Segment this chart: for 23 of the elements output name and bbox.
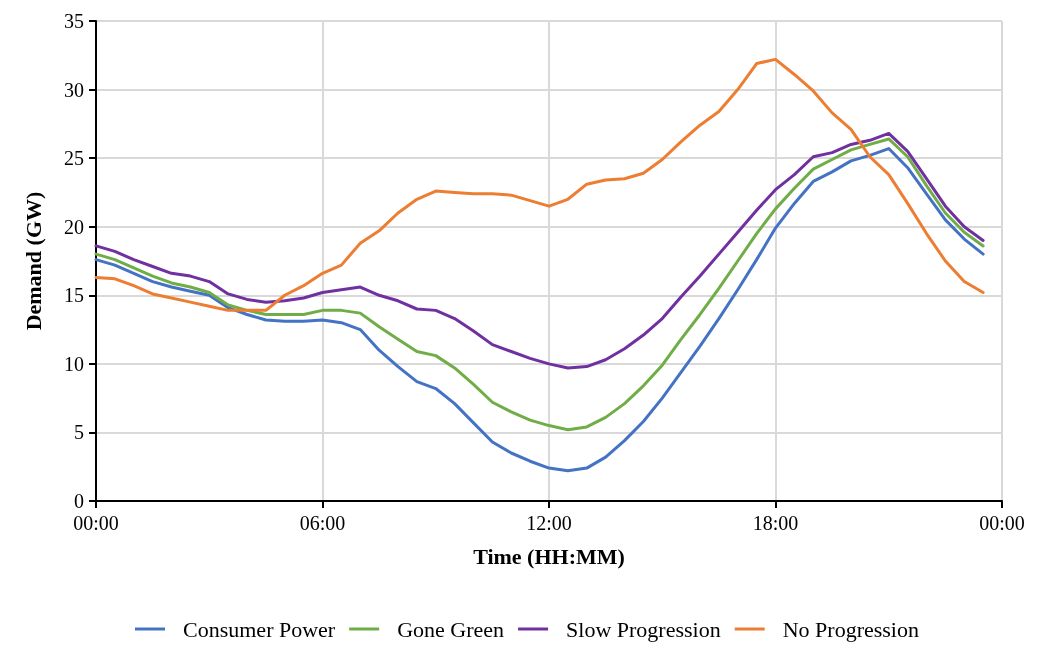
- legend-label: Slow Progression: [566, 616, 721, 642]
- x-tick-label: 12:00: [526, 512, 572, 534]
- legend-label: Consumer Power: [183, 616, 336, 642]
- y-tick-label: 20: [64, 215, 84, 238]
- x-tick-label: 06:00: [299, 512, 346, 534]
- y-tick-label: 30: [64, 78, 84, 101]
- y-axis-title: Demand (GW): [20, 191, 46, 331]
- legend-label: No Progression: [782, 616, 919, 642]
- legend-label: Gone Green: [397, 616, 505, 642]
- y-tick-label: 35: [64, 10, 84, 32]
- x-axis-title: Time (HH:MM): [473, 543, 625, 569]
- line-series: [94, 131, 985, 370]
- y-tick-label: 5: [74, 421, 84, 444]
- x-tick-label: 00:00: [979, 512, 1025, 534]
- y-tick-label: 0: [74, 490, 84, 512]
- line-series: [94, 147, 985, 473]
- y-tick-label: 10: [64, 352, 84, 375]
- y-tick-label: 25: [64, 147, 84, 170]
- x-tick-label: 00:00: [73, 512, 119, 534]
- y-tick-label: 15: [64, 284, 84, 307]
- line-series: [94, 57, 985, 312]
- line-series: [94, 137, 985, 432]
- x-tick-label: 18:00: [752, 512, 799, 534]
